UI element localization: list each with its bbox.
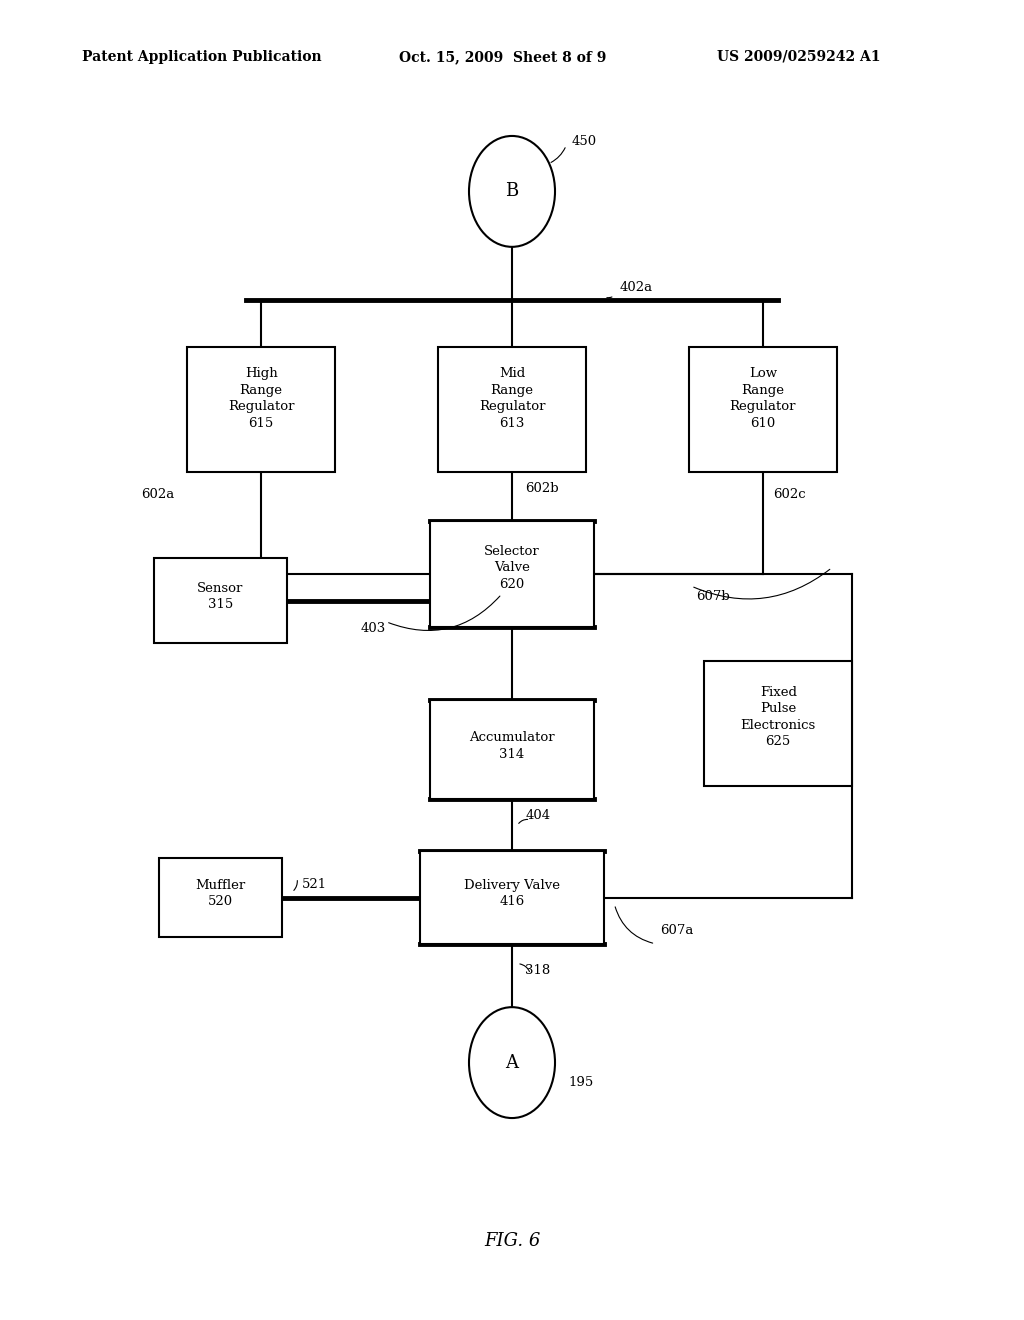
- Text: 318: 318: [525, 964, 551, 977]
- Text: 607b: 607b: [696, 590, 730, 603]
- Text: Accumulator
314: Accumulator 314: [469, 731, 555, 760]
- Text: Patent Application Publication: Patent Application Publication: [82, 50, 322, 63]
- Text: 195: 195: [568, 1076, 594, 1089]
- Text: Fixed
Pulse
Electronics
625: Fixed Pulse Electronics 625: [740, 685, 816, 748]
- Text: Delivery Valve
416: Delivery Valve 416: [464, 879, 560, 908]
- Text: 521: 521: [302, 878, 328, 891]
- Text: 450: 450: [571, 135, 597, 148]
- Circle shape: [469, 136, 555, 247]
- Text: Mid
Range
Regulator
613: Mid Range Regulator 613: [479, 367, 545, 430]
- Bar: [705, 660, 852, 785]
- Text: Oct. 15, 2009  Sheet 8 of 9: Oct. 15, 2009 Sheet 8 of 9: [399, 50, 607, 63]
- Text: 404: 404: [525, 809, 551, 822]
- Bar: [420, 851, 604, 944]
- Text: US 2009/0259242 A1: US 2009/0259242 A1: [717, 50, 881, 63]
- Circle shape: [469, 1007, 555, 1118]
- Text: 607a: 607a: [660, 924, 694, 937]
- Bar: [438, 347, 586, 473]
- Text: 602a: 602a: [141, 488, 174, 502]
- Bar: [430, 700, 594, 799]
- Bar: [159, 858, 282, 937]
- Text: Sensor
315: Sensor 315: [197, 582, 244, 611]
- Bar: [186, 347, 336, 473]
- Text: Low
Range
Regulator
610: Low Range Regulator 610: [730, 367, 796, 430]
- Text: A: A: [506, 1053, 518, 1072]
- Text: B: B: [506, 182, 518, 201]
- Text: 602c: 602c: [773, 488, 806, 502]
- Bar: [430, 521, 594, 627]
- Text: 602b: 602b: [525, 482, 559, 495]
- Text: Muffler
520: Muffler 520: [195, 879, 246, 908]
- Bar: [688, 347, 838, 473]
- Bar: [154, 557, 287, 643]
- Text: 402a: 402a: [620, 281, 652, 294]
- Text: FIG. 6: FIG. 6: [483, 1232, 541, 1250]
- Text: 403: 403: [360, 622, 386, 635]
- Text: High
Range
Regulator
615: High Range Regulator 615: [228, 367, 294, 430]
- Text: Selector
Valve
620: Selector Valve 620: [484, 545, 540, 590]
